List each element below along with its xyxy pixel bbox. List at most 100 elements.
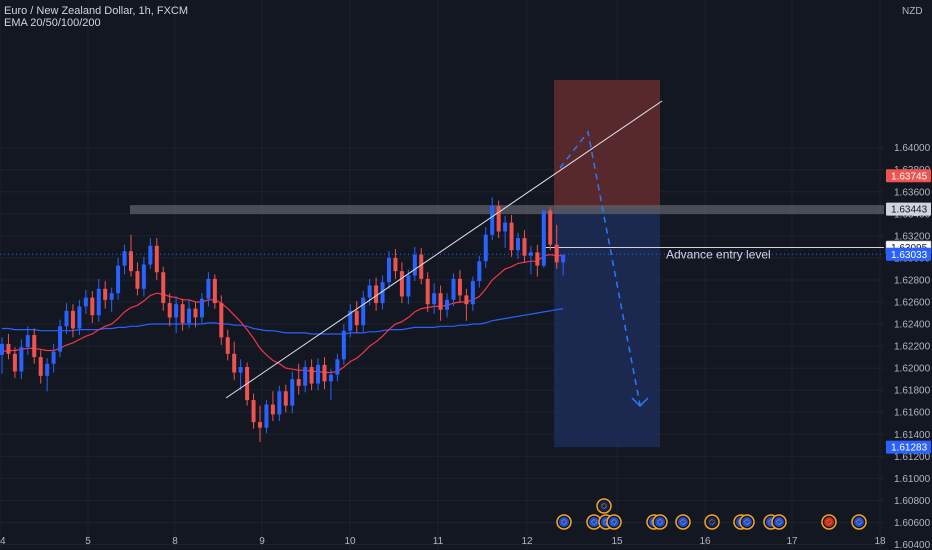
time-axis-label: 10 bbox=[344, 536, 356, 547]
price-tag-level[interactable] bbox=[886, 202, 931, 216]
candle-body bbox=[438, 293, 443, 310]
resistance-zone[interactable] bbox=[130, 205, 884, 215]
candle-body bbox=[206, 278, 211, 299]
candle-body bbox=[374, 285, 379, 304]
candle-body bbox=[174, 304, 179, 318]
candle-body bbox=[554, 244, 559, 263]
candle-body bbox=[477, 261, 482, 282]
candle-body bbox=[6, 343, 11, 354]
price-axis-label: 1.62600 bbox=[894, 298, 931, 309]
us-flag-icon bbox=[824, 517, 834, 527]
ema-fast-line bbox=[1, 253, 564, 374]
price-axis-label: 1.60800 bbox=[894, 496, 931, 507]
candle-body bbox=[309, 367, 314, 384]
ascending-trendline[interactable] bbox=[225, 100, 663, 399]
candle-body bbox=[154, 245, 159, 273]
candle-body bbox=[167, 303, 172, 318]
flag-stars bbox=[591, 519, 597, 525]
candle-body bbox=[12, 353, 17, 372]
candle-body bbox=[490, 206, 495, 235]
price-axis-label: 1.62000 bbox=[894, 364, 931, 375]
candle-body bbox=[264, 404, 269, 428]
candle-body bbox=[432, 293, 437, 305]
price-tag-label: 1.63745 bbox=[891, 171, 928, 182]
candle-body bbox=[0, 343, 4, 355]
candle-body bbox=[187, 308, 192, 323]
candle-body bbox=[277, 391, 282, 415]
flag-stars bbox=[776, 519, 782, 525]
candle-body bbox=[116, 265, 121, 294]
stop-loss-zone[interactable] bbox=[554, 80, 660, 210]
candle-body bbox=[316, 364, 321, 384]
price-axis-label: 1.62400 bbox=[894, 320, 931, 331]
candle-body bbox=[451, 278, 456, 300]
candle-body bbox=[393, 257, 398, 272]
candle-body bbox=[348, 310, 353, 331]
candle-body bbox=[328, 374, 333, 382]
candle-body bbox=[103, 288, 108, 300]
time-axis-label: 18 bbox=[874, 536, 886, 547]
eu-flag-icon bbox=[655, 517, 665, 527]
price-tag-label: 1.61283 bbox=[891, 443, 928, 454]
ema-slow-line bbox=[2, 308, 564, 335]
candle-body bbox=[296, 379, 301, 386]
candle-body bbox=[361, 297, 366, 326]
price-axis-label: 1.64000 bbox=[894, 143, 931, 154]
price-axis-label: 1.61200 bbox=[894, 452, 931, 463]
flag-stars bbox=[657, 519, 663, 525]
candle-body bbox=[64, 310, 69, 327]
price-axis-label: 1.63600 bbox=[894, 187, 931, 198]
candle-body bbox=[399, 271, 404, 297]
eu-flag-icon bbox=[742, 517, 752, 527]
candle-body bbox=[77, 306, 82, 329]
candle-body bbox=[225, 337, 230, 354]
flag-stars bbox=[709, 519, 715, 525]
symbol-legend[interactable]: Euro / New Zealand Dollar, 1h, FXCM bbox=[4, 5, 189, 17]
candle-body bbox=[425, 278, 430, 305]
take-profit-zone[interactable] bbox=[554, 209, 660, 448]
candle-body bbox=[32, 335, 37, 358]
candle-body bbox=[464, 295, 469, 305]
time-axis-label: 9 bbox=[259, 536, 265, 547]
candle-body bbox=[380, 282, 385, 304]
candle-body bbox=[561, 254, 566, 263]
price-axis-label: 1.60600 bbox=[894, 518, 931, 529]
price-axis-unit: NZD bbox=[902, 6, 923, 17]
candle-body bbox=[522, 238, 527, 256]
candle-body bbox=[496, 206, 501, 232]
candle-body bbox=[387, 257, 391, 283]
price-axis-label: 1.62200 bbox=[894, 342, 931, 353]
candle-body bbox=[25, 335, 30, 348]
candle-body bbox=[212, 278, 217, 304]
candle-body bbox=[161, 272, 166, 304]
candle-body bbox=[141, 264, 146, 289]
price-tag-stop[interactable] bbox=[886, 169, 931, 183]
candle-body bbox=[303, 367, 308, 386]
candle-body bbox=[199, 298, 204, 318]
time-axis-label: 8 bbox=[172, 536, 178, 547]
candle-body bbox=[270, 404, 275, 415]
projection-arrowhead bbox=[631, 397, 649, 408]
price-tag-label: 1.63033 bbox=[891, 250, 928, 261]
candle-body bbox=[129, 251, 133, 272]
eu-flag-icon bbox=[678, 517, 688, 527]
time-axis-label: 4 bbox=[0, 536, 6, 547]
projected-path[interactable] bbox=[559, 130, 641, 406]
price-tag-last[interactable] bbox=[886, 247, 931, 261]
candle-body bbox=[122, 251, 127, 266]
time-axis-label: 15 bbox=[611, 536, 623, 547]
candle-body bbox=[470, 281, 475, 305]
price-tag-target[interactable] bbox=[886, 440, 931, 454]
nz-flag-icon bbox=[599, 501, 609, 511]
candle-body bbox=[283, 391, 288, 406]
price-axis-label: 1.61400 bbox=[894, 430, 931, 441]
price-axis-label: 1.61600 bbox=[894, 408, 931, 419]
candle-body bbox=[135, 271, 140, 289]
time-axis-label: 5 bbox=[85, 536, 91, 547]
advance-entry-label[interactable]: Advance entry level bbox=[666, 247, 771, 261]
indicator-legend[interactable]: EMA 20/50/100/200 bbox=[4, 17, 101, 29]
time-axis-label: 16 bbox=[699, 536, 711, 547]
candle-body bbox=[148, 245, 153, 265]
